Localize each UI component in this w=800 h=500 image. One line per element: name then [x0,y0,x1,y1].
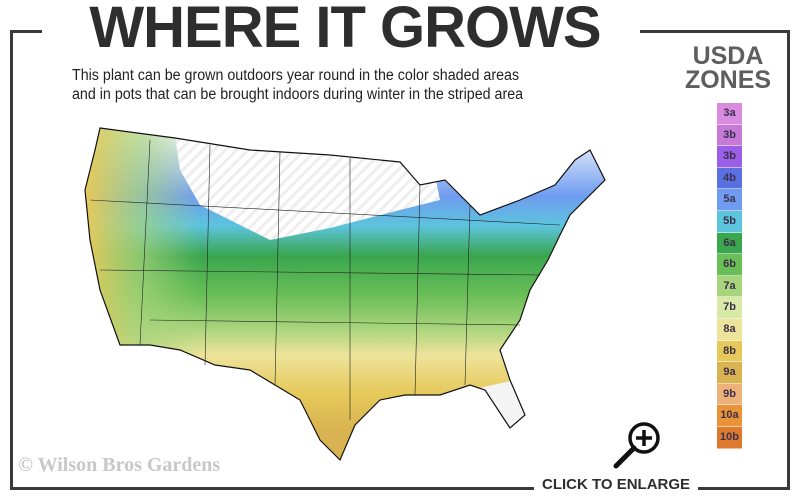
legend-zone-7a: 7a [717,275,742,298]
legend-zone-7b: 7b [717,297,742,319]
legend-zone-8b: 8b [717,340,742,363]
legend-zone-8a: 8a [717,318,742,341]
legend-title-line-2: ZONES [684,66,772,94]
legend-zone-9a: 9a [717,362,742,384]
legend-zone-3b: 3b [717,124,742,147]
legend-zone-3b: 3b [717,146,742,168]
frame-bottom [10,487,790,490]
legend-title: USDA ZONES [678,42,778,94]
zone-legend: 3a 3b 3b 4b 5a 5b 6a 6b 7a 7b 8a 8b 9a 9b 10a 10b [717,103,742,449]
zoom-in-magnifier-icon[interactable] [610,420,666,472]
state-borders [89,139,561,420]
copyright-watermark: © Wilson Bros Gardens [18,454,221,476]
click-to-enlarge-button[interactable]: CLICK TO ENLARGE [534,476,699,493]
legend-zone-4b: 4b [717,167,742,190]
subtitle: This plant can be grown outdoors year ro… [72,66,587,104]
legend-zone-5b: 5b [717,210,742,233]
frame-left [10,30,13,490]
legend-title-line-1: USDA [692,42,764,70]
frame-right [787,30,790,490]
subtitle-line-2: and in pots that can be brought indoors … [72,86,524,103]
legend-zone-5a: 5a [717,189,742,211]
legend-zone-10a: 10a [717,405,742,427]
legend-zone-3a: 3a [717,103,742,125]
legend-zone-6a: 6a [717,232,742,255]
legend-zone-6b: 6b [717,254,742,276]
legend-zone-10b: 10b [717,426,742,449]
frame-top-right [640,30,790,33]
striped-pot-area [175,135,440,240]
frame-top-left [10,30,42,33]
page-title: WHERE IT GROWS [89,0,601,60]
legend-zone-9b: 9b [717,383,742,406]
subtitle-line-1: This plant can be grown outdoors year ro… [72,67,520,84]
